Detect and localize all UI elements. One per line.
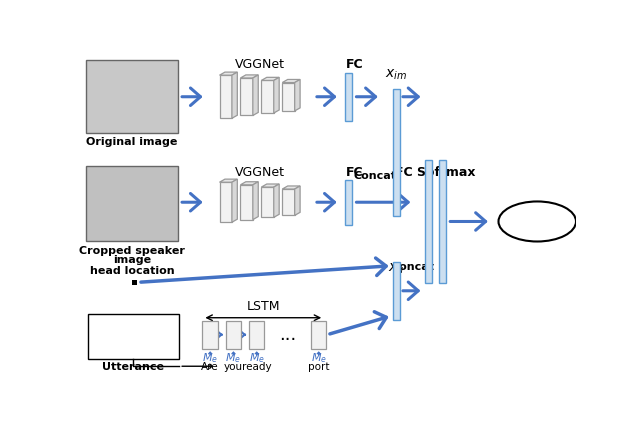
Text: FC Softmax: FC Softmax [396, 166, 476, 179]
Text: image: image [113, 255, 151, 265]
Bar [86, 166, 178, 241]
Bar [241, 185, 253, 220]
Bar [425, 160, 432, 283]
Bar [261, 187, 274, 217]
Bar [202, 321, 218, 349]
Text: VGGNet: VGGNet [235, 58, 285, 71]
Text: Classification: Classification [500, 217, 574, 227]
Text: Concat: Concat [392, 262, 435, 272]
Text: $x_{im}$: $x_{im}$ [385, 67, 407, 82]
Bar [346, 180, 353, 224]
Text: ...: ... [279, 326, 296, 344]
Text: Original image: Original image [86, 137, 178, 147]
Text: LSTM: LSTM [246, 300, 280, 313]
Text: $M_e$: $M_e$ [225, 352, 241, 365]
Polygon shape [274, 184, 279, 217]
Text: VGGNet: VGGNet [235, 166, 285, 179]
Text: $M_e$: $M_e$ [202, 352, 218, 365]
Polygon shape [261, 77, 279, 80]
Bar [261, 80, 274, 113]
Polygon shape [232, 72, 237, 118]
Bar [282, 189, 294, 215]
Text: port: port [308, 362, 330, 372]
Text: $x_{u}$: $x_{u}$ [388, 262, 404, 276]
Bar [88, 314, 179, 358]
Text: $M_e$: $M_e$ [249, 352, 265, 365]
Polygon shape [274, 77, 279, 113]
Text: leave port?: leave port? [104, 337, 163, 347]
Text: head location: head location [90, 266, 174, 276]
Text: FC: FC [346, 166, 364, 179]
Bar [132, 280, 136, 285]
Text: Utterance: Utterance [102, 362, 164, 372]
Polygon shape [294, 79, 300, 111]
Ellipse shape [499, 201, 576, 241]
Bar [220, 182, 232, 222]
Polygon shape [282, 186, 300, 189]
Polygon shape [220, 72, 237, 75]
Polygon shape [294, 186, 300, 215]
Polygon shape [220, 179, 237, 182]
Bar [393, 89, 400, 216]
Bar [311, 321, 326, 349]
Bar [346, 73, 353, 121]
Polygon shape [241, 182, 259, 185]
Polygon shape [261, 184, 279, 187]
Bar [282, 82, 294, 111]
Bar [86, 60, 178, 133]
Text: Concat: Concat [353, 171, 396, 181]
Bar [439, 160, 446, 283]
Polygon shape [253, 182, 259, 220]
Bar [226, 321, 241, 349]
Text: you: you [224, 362, 243, 372]
Text: Cropped speaker: Cropped speaker [79, 246, 185, 256]
Polygon shape [232, 179, 237, 222]
Polygon shape [241, 75, 259, 78]
Text: Are you ready to: Are you ready to [90, 327, 177, 337]
Polygon shape [282, 79, 300, 82]
Bar [241, 78, 253, 115]
Text: FC: FC [346, 58, 364, 71]
Polygon shape [253, 75, 259, 115]
Bar [249, 321, 264, 349]
Text: Are: Are [202, 362, 219, 372]
Bar [393, 262, 400, 320]
Text: $M_e$: $M_e$ [310, 352, 326, 365]
Text: ready: ready [242, 362, 271, 372]
Bar [220, 75, 232, 118]
